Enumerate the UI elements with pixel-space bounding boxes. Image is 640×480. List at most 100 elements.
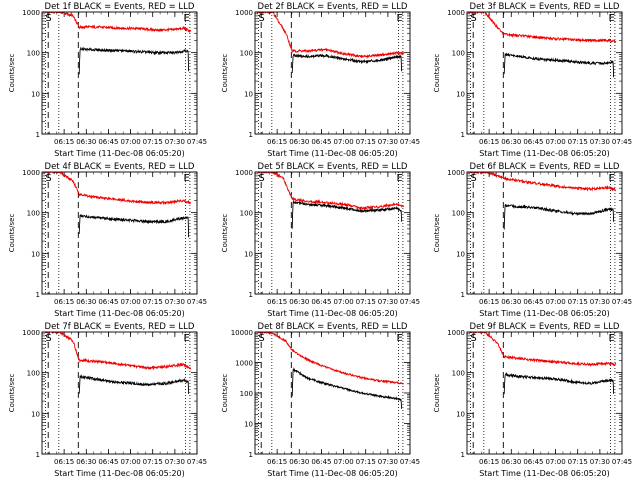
y-tick-label: 10 [456,90,465,98]
x-tick-label: 06:45 [98,138,118,146]
x-axis-label: Start Time (11-Dec-08 06:05:20) [54,469,185,478]
marker-e: E [396,173,402,184]
chart-title: Det 5f BLACK = Events, RED = LLD [258,162,408,172]
x-tick-label: 07:45 [187,458,207,466]
y-tick-label: 1000 [235,9,253,17]
y-tick-label: 1000 [447,329,465,337]
y-tick-label: 1 [36,131,40,139]
x-tick-label: 06:15 [479,458,499,466]
marker-s: S [45,173,51,184]
panel-det-4f: Det 4f BLACK = Events, RED = LLD Counts/s… [8,162,207,318]
chart-title: Det 2f BLACK = Events, RED = LLD [258,2,408,12]
x-tick-label: 07:45 [400,458,420,466]
events-series-line [503,203,615,230]
plot-frame [466,331,623,455]
x-tick-label: 07:30 [165,138,185,146]
chart-title: Det 1f BLACK = Events, RED = LLD [45,2,195,12]
events-series-line [503,52,615,78]
y-axis-label: Counts/sec [433,374,441,413]
x-tick-label: 06:45 [98,458,118,466]
panel-det-1f: Det 1f BLACK = Events, RED = LLD Counts/s… [8,2,207,158]
y-tick-label: 10 [31,250,40,258]
events-series-line [503,371,615,395]
marker-s: S [258,173,264,184]
lld-series-line [43,172,191,206]
y-tick-label: 1000 [447,169,465,177]
x-axis-label: Start Time (11-Dec-08 06:05:20) [267,149,398,158]
panel-data [468,332,617,395]
panel-det-3f: Det 3f BLACK = Events, RED = LLD Counts/s… [433,2,632,158]
y-axis-label: Counts/sec [221,374,229,413]
x-tick-label: 07:30 [378,458,398,466]
x-tick-label: 07:30 [165,458,185,466]
marker-s: S [45,13,51,24]
marker-e: E [396,13,402,24]
plot-frame [41,331,198,455]
events-series-line [291,53,403,74]
plot-frame [41,11,198,135]
chart-title: Det 7f BLACK = Events, RED = LLD [45,322,195,332]
plot-frame [466,171,623,295]
events-series-line [78,46,190,75]
x-tick-label: 06:15 [267,138,287,146]
x-tick-label: 06:15 [54,298,74,306]
x-tick-label: 07:45 [187,138,207,146]
x-tick-label: 07:30 [378,138,398,146]
panel-data [256,12,405,74]
y-tick-label: 100 [27,370,40,378]
y-tick-label: 10 [456,250,465,258]
x-tick-label: 07:00 [120,298,140,306]
x-tick-label: 06:15 [267,298,287,306]
x-tick-label: 06:30 [76,458,96,466]
panel-data [256,172,404,229]
x-tick-label: 07:45 [612,458,632,466]
marker-e: E [608,173,614,184]
x-tick-label: 07:00 [545,298,565,306]
panel-det-9f: Det 9f BLACK = Events, RED = LLD Counts/s… [433,322,632,478]
x-tick-label: 06:45 [523,298,543,306]
x-tick-label: 07:00 [545,458,565,466]
y-axis-label: Counts/sec [433,214,441,253]
y-tick-label: 1 [461,291,465,299]
panel-det-5f: Det 5f BLACK = Events, RED = LLD Counts/s… [221,162,420,318]
marker-e: E [183,13,189,24]
marker-s: S [258,13,264,24]
events-series-line [78,373,190,394]
x-tick-label: 06:15 [54,138,74,146]
x-tick-label: 07:15 [143,138,163,146]
panel-data [468,12,617,78]
x-tick-label: 07:15 [143,458,163,466]
y-axis-label: Counts/sec [8,374,16,413]
x-axis-label: Start Time (11-Dec-08 06:05:20) [267,309,398,318]
x-tick-label: 07:00 [120,138,140,146]
chart-title: Det 9f BLACK = Events, RED = LLD [470,322,620,332]
x-tick-label: 06:45 [311,458,331,466]
y-tick-label: 10 [31,90,40,98]
x-tick-label: 07:45 [612,298,632,306]
events-series-line [291,367,403,409]
events-series-line [291,199,403,229]
y-tick-label: 100 [452,50,465,58]
y-tick-label: 1000 [235,169,253,177]
x-axis-label: Start Time (11-Dec-08 06:05:20) [479,469,610,478]
y-axis-label: Counts/sec [433,54,441,93]
x-axis-label: Start Time (11-Dec-08 06:05:20) [267,469,398,478]
x-tick-label: 07:30 [590,458,610,466]
y-tick-label: 100 [452,370,465,378]
plot-frame [254,331,411,455]
y-tick-label: 1 [461,451,465,459]
x-tick-label: 06:45 [98,298,118,306]
panel-data [256,332,404,409]
x-tick-label: 07:00 [333,458,353,466]
chart-title: Det 8f BLACK = Events, RED = LLD [258,322,408,332]
x-tick-label: 07:15 [568,138,588,146]
marker-s: S [470,13,476,24]
x-tick-label: 07:30 [165,298,185,306]
y-tick-label: 1 [249,451,253,459]
y-tick-label: 1 [461,131,465,139]
x-tick-label: 06:30 [501,298,521,306]
plot-frame [254,11,411,135]
x-axis-label: Start Time (11-Dec-08 06:05:20) [479,149,610,158]
panel-data [468,172,617,230]
